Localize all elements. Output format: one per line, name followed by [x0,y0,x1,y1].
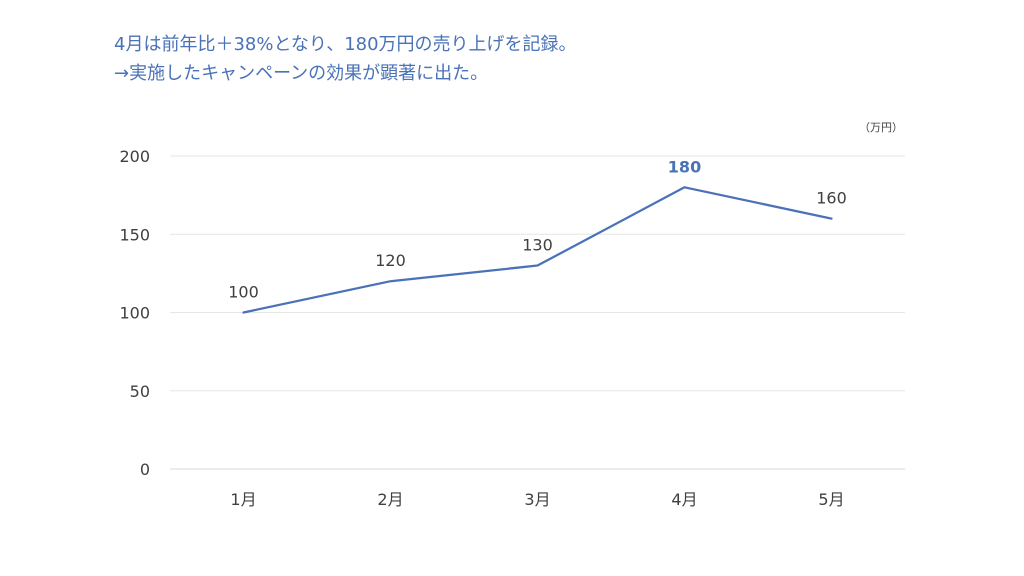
data-labels: 100 120 130 180 160 [228,157,847,301]
series-sales [242,186,833,314]
x-tick-label: 4月 [671,490,697,509]
x-tick-label: 5月 [818,490,844,509]
headline-line-2: →実施したキャンペーンの効果が顕著に出た。 [114,63,489,84]
data-label: 100 [228,283,259,302]
headline: 4月は前年比＋38%となり、180万円の売り上げを記録。 →実施したキャンペーン… [114,30,577,88]
grid-lines [170,155,905,470]
data-label-highlight: 180 [668,157,701,176]
y-tick-label: 100 [119,304,150,323]
headline-line-1: 4月は前年比＋38%となり、180万円の売り上げを記録。 [114,34,577,55]
y-axis-ticks: 0 50 100 150 200 [119,147,150,479]
data-label: 130 [522,236,553,255]
y-tick-label: 150 [119,225,150,244]
y-tick-label: 50 [130,382,150,401]
x-tick-label: 1月 [230,490,256,509]
unit-label: （万円） [859,121,903,134]
data-label: 120 [375,251,406,270]
x-tick-label: 2月 [377,490,403,509]
series-line [242,186,833,314]
y-tick-label: 0 [140,460,150,479]
x-axis-ticks: 1月 2月 3月 4月 5月 [230,490,844,509]
data-label: 160 [816,189,847,208]
x-tick-label: 3月 [524,490,550,509]
y-tick-label: 200 [119,147,150,166]
